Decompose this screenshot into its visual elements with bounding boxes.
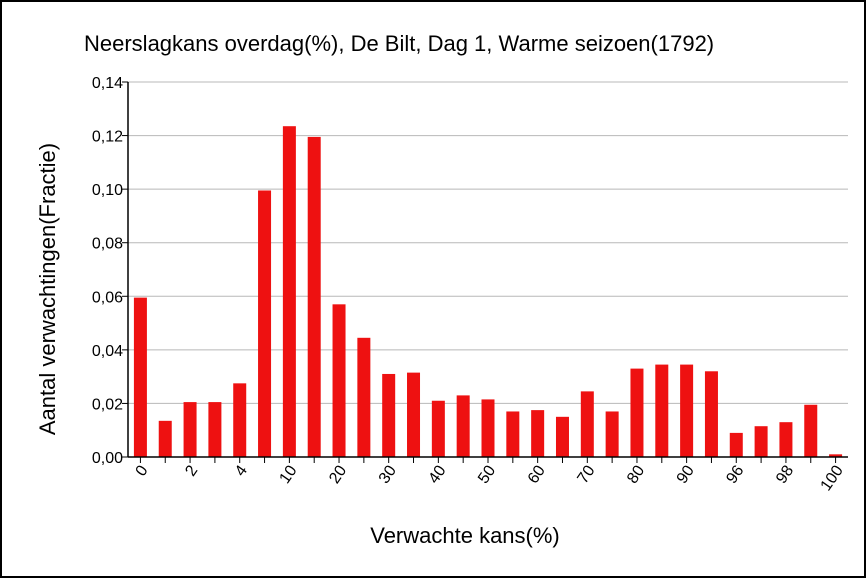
bar	[580, 391, 594, 457]
bar	[729, 432, 743, 457]
bar	[357, 337, 371, 457]
y-tick-label: 0,00	[92, 450, 123, 467]
x-tick-label: 0	[133, 462, 152, 479]
bar	[431, 400, 445, 457]
y-tick-label: 0,08	[92, 236, 123, 253]
bar	[829, 454, 843, 457]
bar	[382, 373, 396, 457]
bar	[754, 426, 768, 457]
grid-lines	[128, 81, 848, 404]
bar	[506, 411, 520, 457]
bar	[779, 422, 793, 457]
bar	[704, 371, 718, 457]
y-tick-label: 0,12	[92, 129, 123, 146]
x-tick-label: 60	[525, 462, 549, 486]
x-tick-label: 4	[232, 462, 251, 479]
bar	[208, 402, 222, 457]
bar	[630, 368, 644, 457]
x-tick-label: 100	[818, 462, 847, 494]
chart-title: Neerslagkans overdag(%), De Bilt, Dag 1,…	[84, 31, 714, 56]
x-tick-label: 98	[773, 462, 797, 486]
x-tick-label: 96	[723, 462, 747, 486]
x-tick-label: 80	[624, 462, 648, 486]
x-tick-label: 2	[182, 462, 201, 479]
bar	[183, 402, 197, 457]
bar	[804, 404, 818, 457]
bar	[307, 136, 321, 458]
x-axis-label: Verwachte kans(%)	[370, 523, 560, 548]
y-tick-labels: 0,00 0,02 0,04 0,06 0,08 0,10 0,12 0,14	[92, 75, 123, 467]
bar	[332, 304, 346, 457]
axes	[122, 81, 848, 463]
y-tick-label: 0,14	[92, 75, 123, 92]
bar	[233, 383, 247, 457]
bar	[605, 411, 619, 457]
bar	[555, 416, 569, 457]
bar	[481, 399, 495, 457]
x-tick-label: 20	[326, 462, 350, 486]
y-tick-label: 0,04	[92, 343, 123, 360]
x-tick-label: 30	[376, 462, 400, 486]
y-axis-label: Aantal verwachtingen(Fractie)	[35, 143, 60, 435]
x-tick-label: 70	[574, 462, 598, 486]
bar	[407, 372, 421, 457]
y-tick-label: 0,02	[92, 396, 123, 413]
x-tick-labels: 0 2 4 10 20 30 40 50 60 70 80 90 96 98 100	[133, 462, 847, 494]
x-tick-label: 40	[425, 462, 449, 486]
bars	[133, 126, 843, 458]
x-tick-label: 50	[475, 462, 499, 486]
bar	[655, 364, 669, 457]
x-tick-label: 90	[674, 462, 698, 486]
bar	[531, 410, 545, 457]
bar	[282, 126, 296, 458]
bar	[258, 190, 272, 457]
bar	[158, 420, 172, 457]
bar	[133, 297, 147, 457]
x-tick-label: 10	[277, 462, 301, 486]
bar	[456, 395, 470, 457]
y-tick-label: 0,10	[92, 182, 123, 199]
bar	[680, 364, 694, 457]
y-tick-label: 0,06	[92, 289, 123, 306]
